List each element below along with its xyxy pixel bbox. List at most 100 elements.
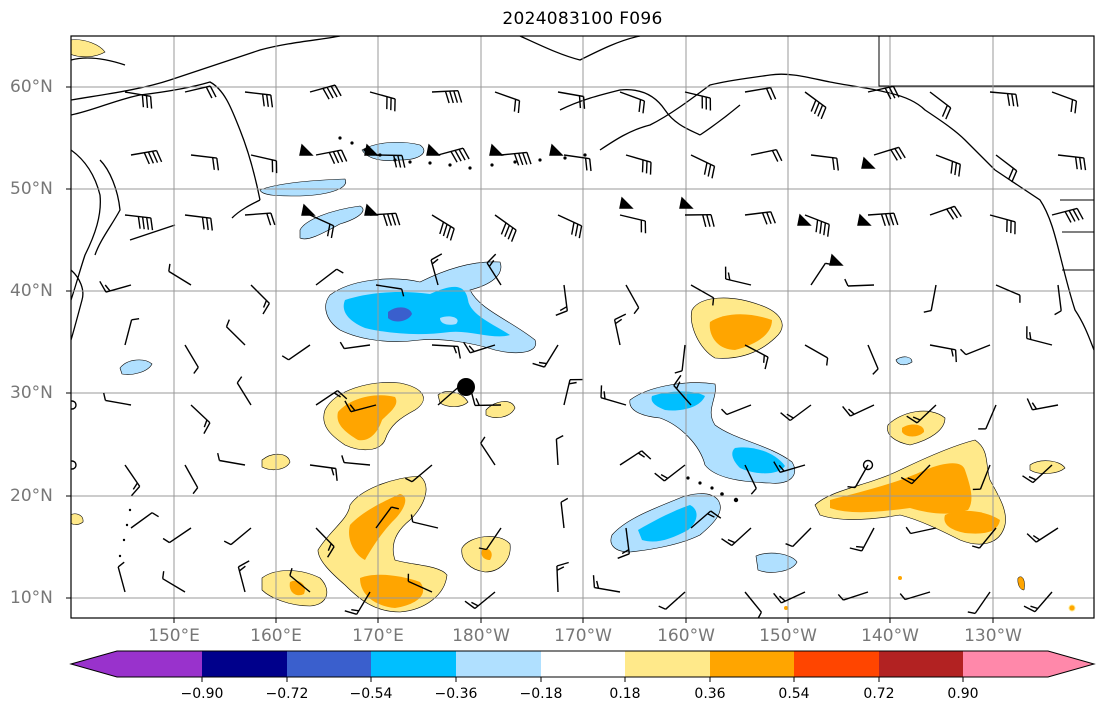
wind-barb-icon	[288, 344, 311, 361]
wind-barb-feather	[1023, 605, 1036, 613]
wind-barb-icon	[431, 90, 459, 93]
wind-barb-icon	[375, 506, 392, 529]
colorbar-segment	[202, 651, 287, 677]
wind-barb-feather	[464, 600, 476, 610]
wind-pennant-icon	[301, 203, 316, 216]
wind-pennant-icon	[299, 143, 314, 156]
wind-barb-feather	[785, 543, 793, 548]
wind-barb-feather	[453, 345, 458, 354]
wind-barb-icon	[690, 284, 714, 299]
wind-barb-feather	[210, 218, 213, 231]
wind-barb-feather	[340, 149, 348, 162]
plot-title: 2024083100 F096	[502, 9, 663, 29]
coastlines	[71, 36, 1094, 351]
wind-barb-feather	[330, 225, 335, 239]
wind-barb-feather	[344, 400, 352, 413]
wind-barb-feather	[960, 348, 967, 356]
wind-barb-feather	[141, 94, 145, 108]
wind-barb-feather	[766, 212, 772, 225]
wind-barb-icon	[190, 404, 211, 424]
wind-barb-icon	[184, 85, 211, 93]
wind-barb-feather	[203, 419, 208, 428]
colorbar-extend-low	[71, 651, 202, 677]
colorbar-segment	[710, 651, 794, 677]
wind-barb-feather	[849, 547, 862, 552]
wind-barb-feather	[209, 85, 217, 98]
wind-barb-icon	[690, 154, 715, 167]
wind-barb-feather	[1026, 398, 1034, 411]
wind-barb-feather	[941, 104, 949, 117]
wind-barb-icon	[431, 214, 455, 230]
wind-barb-feather	[212, 157, 215, 170]
wind-barb-feather	[1064, 211, 1072, 223]
wind-barb-icon	[1035, 527, 1059, 543]
wind-barb-icon	[344, 461, 371, 466]
wind-barb-feather	[458, 148, 466, 161]
wind-barb-feather	[330, 467, 335, 476]
wind-barb-feather	[349, 404, 356, 412]
wind-barb-icon	[810, 262, 826, 286]
wind-barb-feather	[761, 212, 768, 225]
wind-barb-icon	[779, 464, 806, 473]
wind-barb-feather	[905, 526, 912, 534]
wind-barb-icon	[309, 84, 336, 93]
colorbar-tick-label: −0.72	[265, 686, 309, 702]
wind-barb-icon	[560, 502, 565, 529]
wind-barb-feather	[391, 213, 397, 226]
wind-barb-icon	[356, 591, 371, 615]
wind-barb-feather	[327, 543, 332, 551]
wind-barb-icon	[557, 91, 584, 98]
lat-label: 30°N	[10, 383, 53, 403]
wind-barb-icon	[744, 344, 769, 358]
graticule	[71, 36, 1094, 618]
colorbar-tick-label: 0.72	[863, 686, 895, 702]
wind-barb-feather	[823, 222, 827, 236]
wind-barb-feather	[328, 152, 336, 164]
wind-barb-feather	[192, 487, 199, 495]
calm-markers	[71, 400, 874, 471]
wind-barb-icon	[184, 464, 199, 489]
wind-barb-feather	[950, 207, 958, 219]
wind-barb-icon	[684, 91, 711, 99]
wind-barb-feather	[132, 482, 138, 490]
wind-barb-feather	[137, 216, 141, 229]
wind-barb-icon	[184, 344, 199, 368]
wind-barb-feather	[526, 152, 532, 165]
wind-barb-icon	[124, 319, 133, 346]
wind-barb-icon	[124, 91, 151, 97]
wind-barb-feather	[923, 309, 932, 313]
wind-barb-icon	[412, 521, 439, 529]
wind-barb-feather	[847, 486, 856, 489]
wind-barb-feather	[884, 87, 892, 100]
wind-barb-feather	[1076, 208, 1084, 220]
wind-barb-icon	[625, 284, 640, 309]
wind-barb-feather	[836, 158, 839, 171]
wind-barb-feather	[900, 476, 913, 485]
wind-barb-feather	[150, 217, 154, 231]
wind-barb-feather	[507, 227, 514, 240]
wind-barb-feather	[906, 415, 918, 424]
wind-pennant-icon	[857, 213, 872, 226]
wind-barb-feather	[946, 208, 955, 220]
wind-barb-icon	[309, 214, 334, 227]
wind-barb-feather	[1011, 93, 1015, 107]
wind-barb-feather	[559, 306, 568, 312]
wind-barb-feather	[1015, 94, 1019, 107]
wind-barb-feather	[614, 313, 627, 321]
wind-barb-icon	[744, 591, 762, 613]
wind-barb-icon	[873, 146, 900, 156]
wind-barb-feather	[815, 219, 819, 233]
wind-barb-feather	[645, 161, 648, 174]
wind-barb-feather	[654, 472, 665, 482]
wind-barb-feather	[131, 318, 140, 321]
wind-barb-feather	[141, 216, 145, 230]
wind-barb-feather	[617, 553, 630, 559]
wind-barb-icon	[1057, 154, 1084, 159]
wind-barb-feather	[1074, 100, 1078, 114]
wind-barb-icon	[219, 459, 246, 466]
wind-barb-icon	[781, 591, 806, 604]
wind-barb-feather	[162, 571, 165, 579]
wind-barb-icon	[430, 259, 439, 286]
wind-barb-feather	[817, 104, 824, 117]
